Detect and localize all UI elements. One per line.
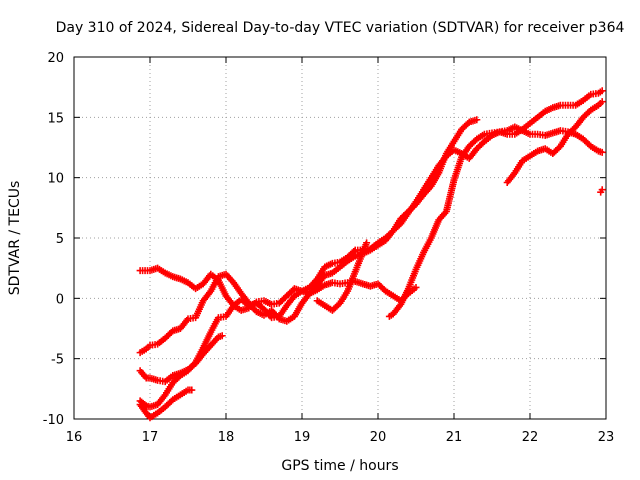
data-point [598, 87, 606, 95]
data-point [412, 283, 420, 291]
series-8 [503, 98, 606, 186]
data-point [363, 239, 371, 247]
series-2 [136, 123, 606, 357]
series-4 [136, 116, 481, 411]
y-tick-label: 5 [56, 232, 64, 247]
data-point [598, 98, 606, 106]
series-9 [597, 186, 606, 196]
data-point [350, 248, 358, 256]
grid-lines [74, 57, 606, 419]
x-tick-label: 20 [370, 430, 387, 445]
data-point [598, 186, 606, 194]
y-tick-label: 15 [47, 111, 64, 126]
data-point [188, 386, 196, 394]
x-axis-label: GPS time / hours [281, 458, 398, 474]
chart-title: Day 310 of 2024, Sidereal Day-to-day VTE… [56, 20, 625, 36]
data-point [473, 116, 481, 124]
data-points [136, 87, 606, 422]
y-tick-label: -10 [43, 413, 64, 428]
data-point [598, 148, 606, 156]
series-5 [136, 386, 196, 422]
x-tick-label: 16 [66, 430, 83, 445]
x-tick-label: 18 [218, 430, 235, 445]
series-6 [313, 239, 371, 314]
data-point [218, 332, 226, 340]
axis-ticks: 16 17 18 19 20 21 22 23 -10 -5 0 5 10 15 20 [43, 51, 615, 445]
y-tick-label: -5 [51, 353, 64, 368]
y-axis-label: SDTVAR / TECUs [7, 181, 23, 296]
x-tick-label: 21 [446, 430, 463, 445]
x-tick-label: 22 [522, 430, 539, 445]
x-tick-label: 19 [294, 430, 311, 445]
series-1 [136, 264, 420, 314]
y-tick-label: 20 [47, 51, 64, 66]
y-tick-label: 10 [47, 172, 64, 187]
y-tick-label: 0 [56, 292, 64, 307]
series-7 [385, 87, 606, 320]
x-tick-label: 17 [142, 430, 159, 445]
x-tick-label: 23 [598, 430, 615, 445]
